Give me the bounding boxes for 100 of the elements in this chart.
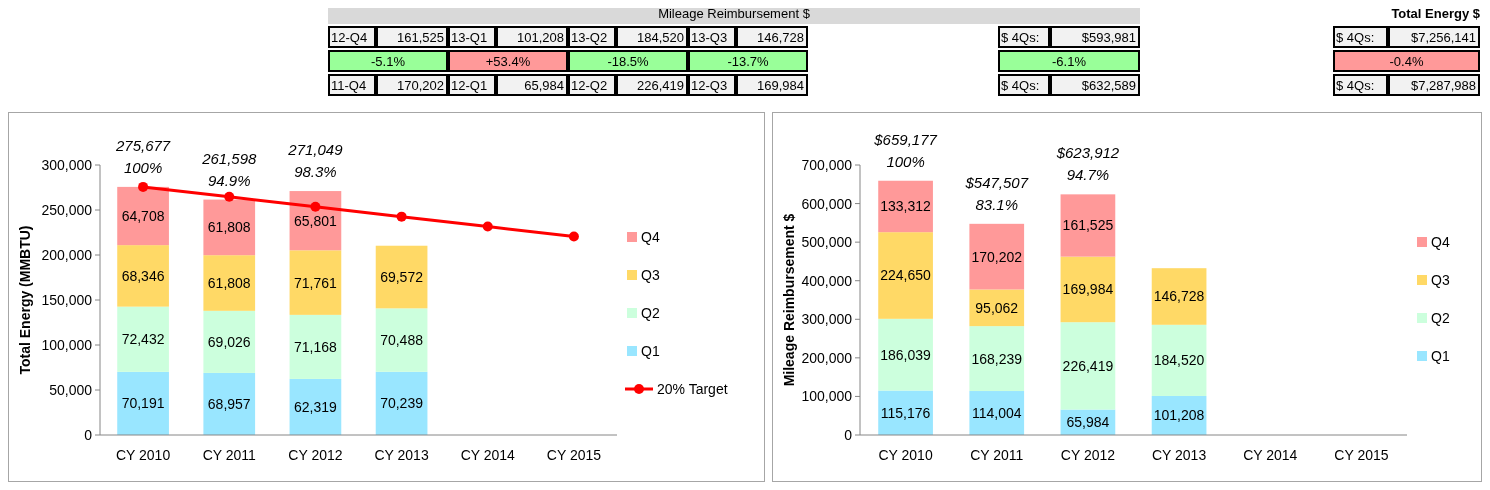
y-tick-label: 200,000	[41, 247, 93, 263]
bar	[1060, 256, 1116, 323]
bar	[1151, 324, 1207, 396]
x-tick-label: CY 2014	[1243, 447, 1298, 463]
bar	[117, 371, 169, 435]
x-tick-label: CY 2013	[374, 447, 429, 463]
x-tick-label: CY 2015	[546, 447, 602, 463]
text: Mileage Reimbursement $	[658, 6, 811, 21]
text: $593,981	[1081, 30, 1136, 45]
text: 11-Q4	[331, 78, 367, 93]
x-tick-label: CY 2013	[1151, 447, 1207, 463]
data-label: 168,239	[971, 350, 1023, 367]
y-tick-label: 200,000	[801, 349, 853, 366]
legend-label: Q4	[641, 229, 660, 245]
data-label: 64,708	[121, 208, 165, 225]
bar	[969, 223, 1025, 290]
x-tick-label: CY 2010	[878, 447, 933, 463]
bar	[203, 310, 256, 373]
point	[396, 211, 407, 222]
y-tick-label: 600,000	[801, 195, 853, 212]
text: -18.5%	[607, 54, 650, 69]
bar	[878, 232, 933, 319]
text: $ 4Qs:	[1001, 30, 1040, 45]
y-tick-label: 400,000	[801, 272, 853, 289]
text: 161,525	[397, 30, 444, 45]
point	[310, 201, 321, 212]
data-label: 95,062	[975, 299, 1019, 316]
data-label: 170,202	[971, 248, 1023, 265]
text: $ 4Qs:	[1001, 78, 1040, 93]
data-label: 61,808	[207, 275, 251, 291]
legend-label: Q2	[641, 305, 660, 321]
data-label: 169,984	[1062, 281, 1114, 298]
text: 12-Q2	[571, 78, 608, 93]
text: -5.1%	[371, 54, 406, 69]
y-axis-title: Mileage Reimbursement $	[781, 213, 797, 387]
x-tick-label: CY 2011	[202, 447, 257, 463]
data-label: 184,520	[1153, 352, 1205, 369]
data-label: 62,319	[294, 398, 338, 415]
y-tick-label: 500,000	[801, 234, 853, 251]
legend-label: Q3	[1431, 272, 1450, 288]
data-label: 68,346	[121, 267, 165, 284]
total-label: $623,912 94.7%	[1055, 144, 1120, 184]
text: 13-Q3	[691, 30, 728, 45]
data-label: 146,728	[1153, 288, 1205, 305]
point	[568, 231, 579, 242]
data-label: 69,572	[380, 269, 424, 286]
data-label: 71,168	[294, 338, 338, 355]
text: 13-Q1	[451, 30, 488, 45]
data-label: 114,004	[971, 405, 1022, 422]
bar	[203, 372, 256, 435]
text: $7,287,988	[1410, 78, 1476, 93]
data-label: 226,419	[1062, 357, 1114, 374]
data-label: 101,208	[1153, 407, 1205, 424]
data-label: 70,191	[121, 395, 165, 412]
data-label: 115,176	[880, 404, 931, 421]
total-label: $659,177 100%	[873, 130, 938, 170]
x-tick-label: CY 2015	[1334, 447, 1389, 463]
text: -13.7%	[727, 54, 770, 69]
y-axis-title: Total Energy (MMBTU)	[17, 225, 33, 375]
text: $7,256,141	[1410, 30, 1476, 45]
x-tick-label: CY 2014	[460, 447, 516, 463]
y-tick-label: 700,000	[801, 157, 853, 173]
text: -6.1%	[1052, 54, 1087, 69]
data-label: 133,312	[880, 198, 932, 215]
y-tick-label: 0	[844, 427, 853, 443]
legend-label: Q2	[1431, 310, 1450, 326]
text: 184,520	[637, 30, 684, 45]
text: 12-Q1	[451, 78, 488, 93]
total-label: 261,598 94.9%	[201, 149, 258, 189]
total-label: 271,049 98.3%	[287, 141, 344, 181]
text: +53.4%	[485, 54, 531, 69]
data-label: 72,432	[121, 331, 165, 348]
data-label: 161,525	[1062, 217, 1114, 234]
bar	[289, 250, 342, 315]
data-label: 65,801	[294, 212, 338, 229]
bar	[1151, 268, 1207, 325]
bar	[878, 318, 933, 391]
point	[224, 191, 235, 202]
bar	[375, 308, 428, 372]
y-tick-label: 150,000	[41, 292, 93, 308]
total-label: 275,677 100%	[114, 136, 171, 176]
point	[138, 181, 149, 192]
x-tick-label: CY 2012	[1060, 447, 1116, 463]
y-tick-label: 0	[84, 427, 93, 443]
text: $632,589	[1081, 78, 1136, 93]
data-label: 61,808	[207, 219, 251, 236]
y-tick-label: 300,000	[41, 157, 93, 173]
text: 13-Q2	[571, 30, 608, 45]
text: 101,208	[517, 30, 564, 45]
legend-label: Q3	[641, 267, 660, 283]
y-tick-label: 100,000	[801, 388, 853, 405]
y-tick-label: 250,000	[41, 202, 93, 218]
data-label: 65,984	[1066, 414, 1110, 431]
data-label: 70,488	[380, 332, 424, 349]
total-label: $547,507 83.1%	[964, 173, 1029, 213]
text: $ 4Qs:	[1336, 78, 1375, 93]
text: 226,419	[637, 78, 684, 93]
bar	[117, 245, 169, 307]
text: $ 4Qs:	[1336, 30, 1375, 45]
x-tick-label: CY 2012	[288, 447, 343, 463]
